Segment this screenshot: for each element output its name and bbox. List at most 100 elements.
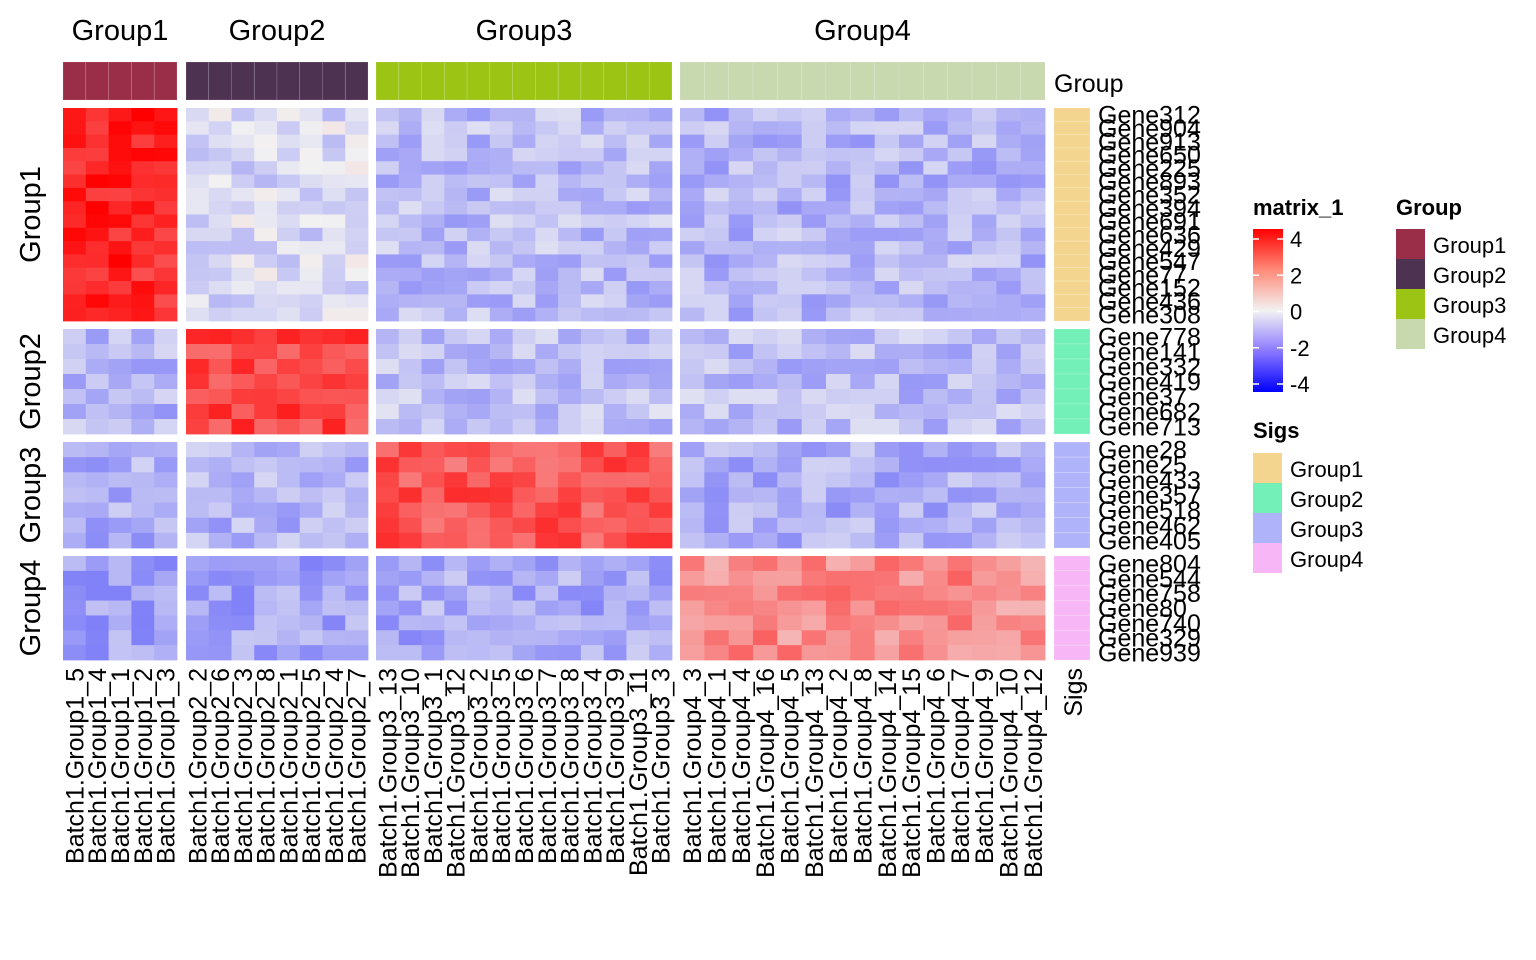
heatmap-cell bbox=[421, 645, 445, 661]
heatmap-cell bbox=[63, 404, 87, 420]
group-annotation-cell bbox=[874, 61, 900, 101]
heatmap-cell bbox=[777, 161, 803, 175]
heatmap-cell bbox=[63, 344, 87, 360]
heatmap-cell bbox=[85, 329, 109, 345]
heatmap-cell bbox=[421, 344, 445, 360]
heatmap-cell bbox=[322, 585, 346, 601]
heatmap-cell bbox=[603, 457, 627, 473]
heatmap-cell bbox=[850, 227, 876, 242]
sample-label: Batch1.Group4_15 bbox=[898, 668, 926, 878]
gene-label: Gene462 bbox=[1098, 512, 1201, 540]
heatmap-cell bbox=[444, 134, 468, 149]
heatmap-cell bbox=[154, 487, 178, 503]
heatmap-cell bbox=[345, 294, 369, 309]
heatmap-cell bbox=[254, 570, 278, 587]
heatmap-cell bbox=[299, 161, 323, 175]
heatmap-cell bbox=[801, 404, 827, 420]
heatmap-cell bbox=[777, 585, 803, 601]
heatmap-cell bbox=[874, 570, 900, 587]
heatmap-cell bbox=[489, 344, 514, 360]
heatmap-cell bbox=[947, 404, 973, 420]
heatmap-cell bbox=[850, 174, 876, 189]
heatmap-cell bbox=[322, 344, 346, 360]
gene-label: Gene352 bbox=[1098, 182, 1201, 210]
heatmap-cell bbox=[489, 121, 514, 136]
heatmap-cell bbox=[512, 329, 536, 345]
heatmap-cell bbox=[63, 585, 87, 601]
heatmap-cell bbox=[186, 502, 210, 519]
heatmap-cell bbox=[649, 630, 673, 646]
heatmap-cell bbox=[322, 404, 346, 420]
heatmap-cell bbox=[398, 615, 422, 631]
heatmap-cell bbox=[85, 267, 109, 282]
heatmap-cell bbox=[558, 121, 582, 136]
heatmap-cell bbox=[186, 556, 210, 572]
heatmap-cell bbox=[299, 600, 323, 616]
sample-label: Batch1.Group3_1 bbox=[420, 668, 448, 864]
heatmap-cell bbox=[376, 600, 400, 616]
heatmap-cell bbox=[680, 281, 705, 295]
heatmap-cell bbox=[826, 532, 851, 549]
heatmap-cell bbox=[467, 294, 491, 309]
group-annotation-cell bbox=[85, 61, 109, 101]
heatmap-cell bbox=[444, 615, 468, 631]
heatmap-cell bbox=[299, 487, 323, 503]
sample-label: Batch1.Group4_5 bbox=[777, 668, 805, 864]
heatmap-cell bbox=[996, 570, 1022, 587]
heatmap-cell bbox=[899, 344, 924, 360]
heatmap-cell bbox=[345, 630, 369, 646]
heatmap-cell bbox=[972, 134, 997, 149]
sigs-annotation-cell bbox=[1053, 328, 1091, 345]
heatmap-cell bbox=[131, 108, 155, 122]
heatmap-cell bbox=[826, 645, 851, 661]
value-legend-tick-label: -4 bbox=[1290, 372, 1310, 397]
heatmap-cell bbox=[512, 570, 536, 587]
group-annotation-cell bbox=[62, 61, 87, 101]
heatmap-cell bbox=[131, 630, 155, 646]
heatmap-cell bbox=[535, 404, 559, 420]
heatmap-cell bbox=[421, 134, 445, 149]
heatmap-cell bbox=[231, 161, 255, 175]
heatmap-cell bbox=[421, 161, 445, 175]
heatmap-cell bbox=[208, 532, 232, 549]
right-annotation-name: Sigs bbox=[1060, 668, 1088, 717]
heatmap-cell bbox=[996, 307, 1022, 322]
gene-label: Gene433 bbox=[1098, 467, 1201, 495]
heatmap-cell bbox=[489, 174, 514, 189]
heatmap-cell bbox=[801, 108, 827, 122]
heatmap-cell bbox=[850, 556, 876, 572]
heatmap-cell bbox=[728, 615, 754, 631]
heatmap-cell bbox=[1020, 329, 1046, 345]
heatmap-cell bbox=[489, 374, 514, 390]
heatmap-cell bbox=[649, 254, 673, 269]
heatmap-cell bbox=[85, 487, 109, 503]
heatmap-cell bbox=[996, 615, 1022, 631]
heatmap-cell bbox=[826, 307, 851, 322]
heatmap-cell bbox=[108, 329, 132, 345]
heatmap-cell bbox=[728, 161, 754, 175]
heatmap-cell bbox=[728, 472, 754, 488]
heatmap-cell bbox=[753, 487, 778, 503]
heatmap-cell bbox=[972, 502, 997, 519]
group-annotation-cell bbox=[825, 61, 851, 101]
heatmap-cell bbox=[208, 615, 232, 631]
heatmap-cell bbox=[680, 517, 705, 534]
heatmap-cell bbox=[947, 502, 973, 519]
heatmap-cell bbox=[535, 241, 559, 255]
heatmap-cell bbox=[626, 108, 650, 122]
heatmap-cell bbox=[421, 307, 445, 322]
heatmap-cell bbox=[489, 487, 514, 503]
heatmap-cell bbox=[376, 389, 400, 405]
heatmap-cell bbox=[186, 487, 210, 503]
gene-label: Gene357 bbox=[1098, 482, 1201, 510]
sample-label: Batch1.Group2_3 bbox=[230, 668, 258, 864]
heatmap-cell bbox=[558, 294, 582, 309]
heatmap-cell bbox=[208, 570, 232, 587]
heatmap-cell bbox=[580, 281, 605, 295]
sample-label: Batch1.Group4_12 bbox=[1020, 668, 1048, 878]
heatmap-cell bbox=[728, 254, 754, 269]
group-annotation-cell bbox=[185, 61, 210, 101]
heatmap-cell bbox=[704, 147, 730, 162]
heatmap-cell bbox=[154, 227, 178, 242]
heatmap-cell bbox=[208, 630, 232, 646]
